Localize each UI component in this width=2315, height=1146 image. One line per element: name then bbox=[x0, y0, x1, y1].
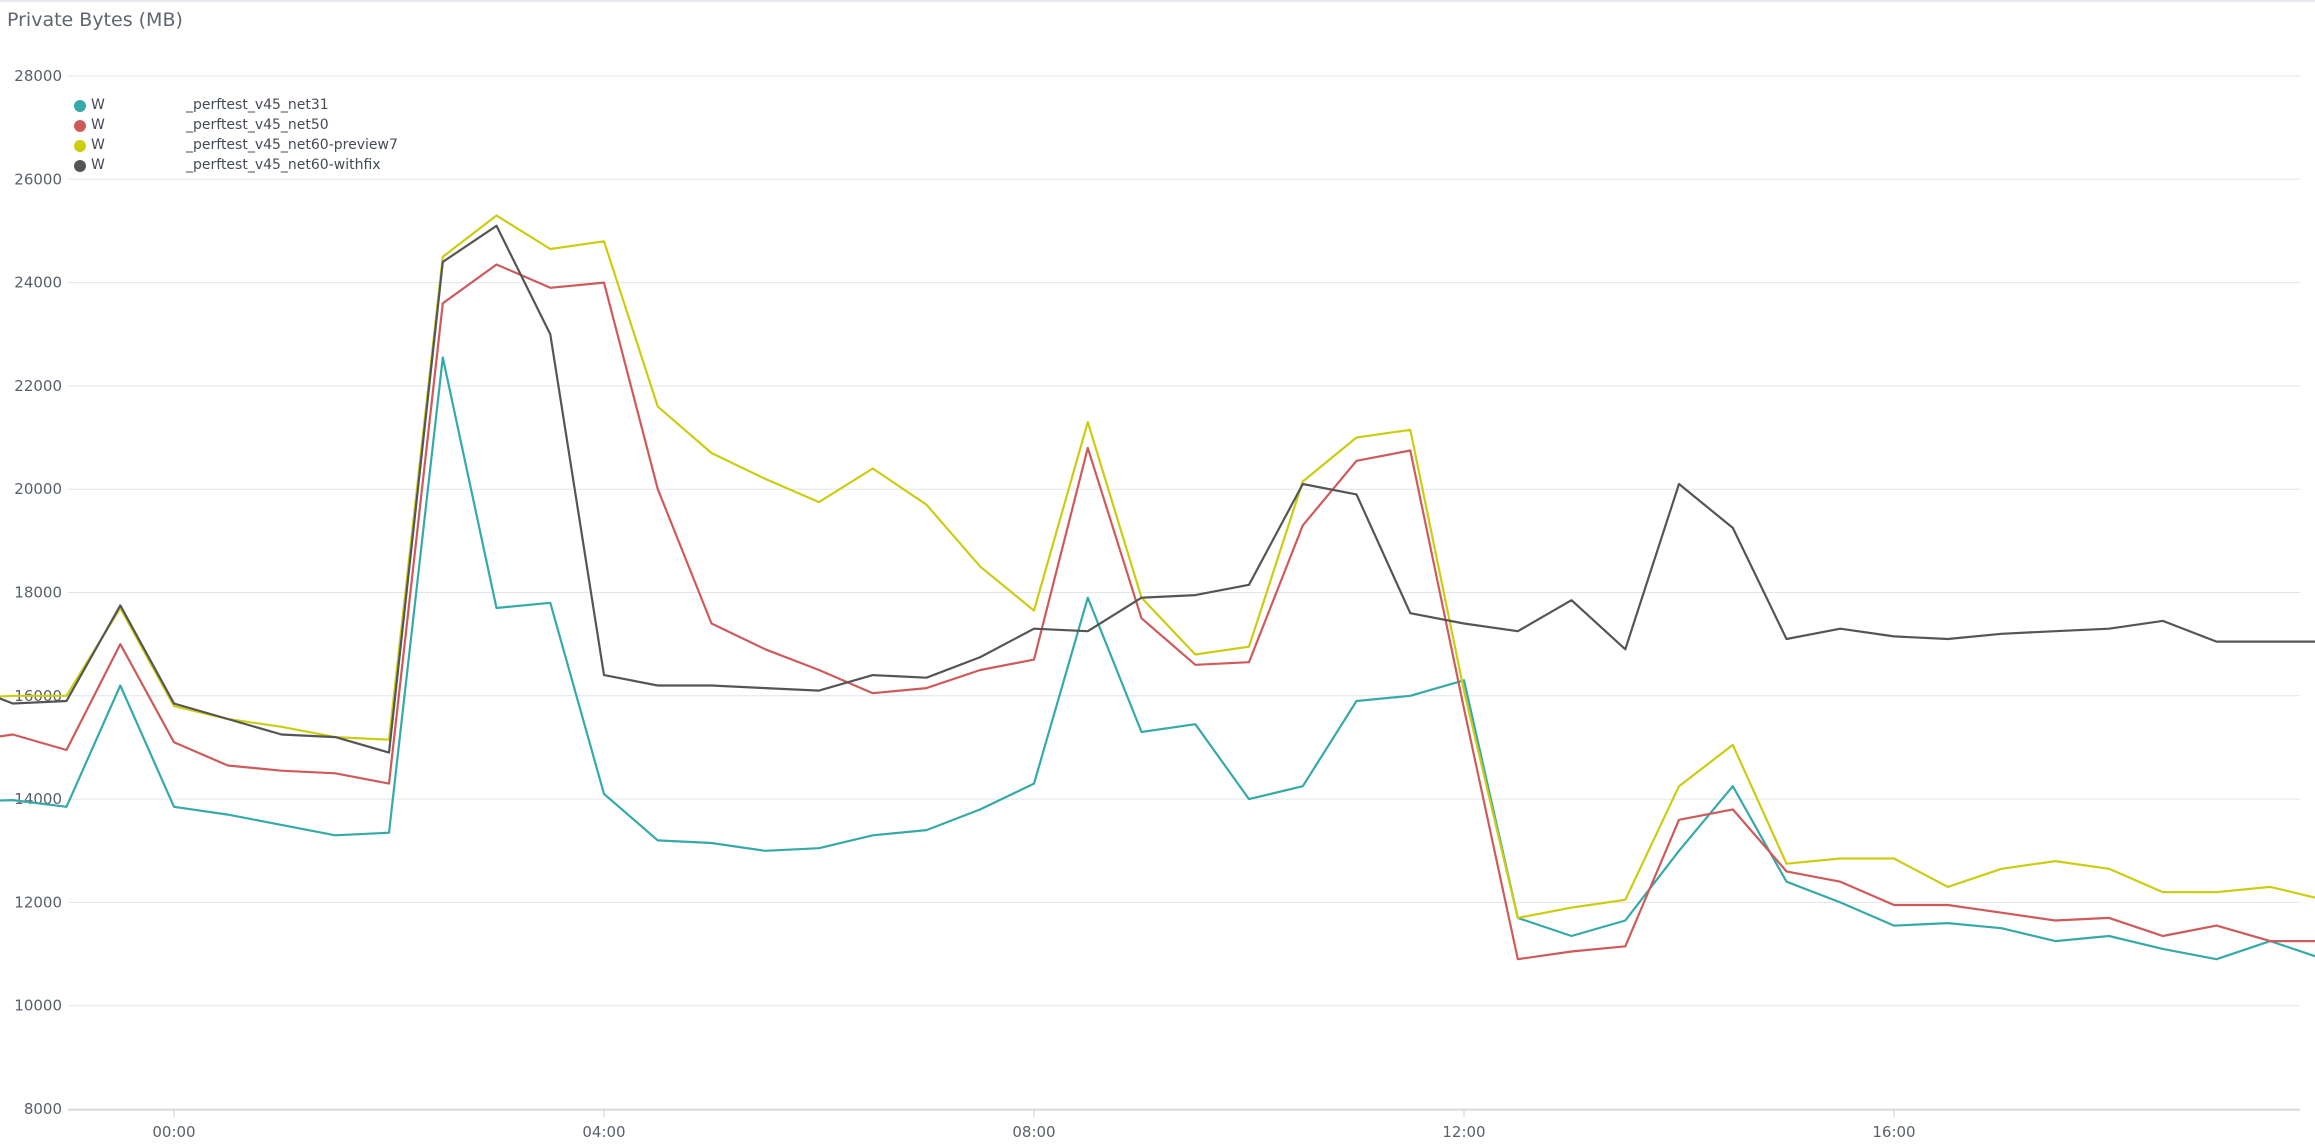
y-tick-label: 28000 bbox=[14, 67, 62, 85]
series-lines bbox=[0, 214, 2315, 961]
y-tick-label: 24000 bbox=[14, 274, 62, 292]
x-tick-label: 04:00 bbox=[582, 1123, 625, 1141]
legend-color-icon bbox=[74, 120, 86, 132]
legend-prefix: W bbox=[91, 97, 105, 113]
series-line-4 bbox=[0, 224, 2315, 754]
x-axis: 00:00 04:00 08:00 12:00 16:00 bbox=[68, 1109, 2300, 1141]
y-tick-label: 26000 bbox=[14, 170, 62, 188]
series-line-3 bbox=[0, 214, 2315, 920]
y-tick-label: 20000 bbox=[14, 480, 62, 498]
legend-color-icon bbox=[74, 160, 86, 172]
gridlines bbox=[68, 75, 2300, 1110]
y-tick-label: 22000 bbox=[14, 377, 62, 395]
legend-label: _perftest_v45_net60-preview7 bbox=[186, 137, 398, 153]
x-tick-label: 00:00 bbox=[152, 1123, 195, 1141]
y-tick-label: 10000 bbox=[14, 997, 62, 1015]
legend-color-icon bbox=[74, 100, 86, 112]
legend-label: _perftest_v45_net60-withfix bbox=[186, 157, 381, 173]
y-axis: 8000100001200014000160001800020000220002… bbox=[14, 67, 62, 1118]
x-tick-label: 08:00 bbox=[1012, 1123, 1055, 1141]
legend-label: _perftest_v45_net50 bbox=[186, 117, 329, 133]
series-line-2 bbox=[0, 263, 2315, 961]
x-tick-label: 12:00 bbox=[1442, 1123, 1485, 1141]
x-tick-label: 16:00 bbox=[1872, 1123, 1915, 1141]
top-border bbox=[0, 0, 2315, 2]
y-tick-label: 18000 bbox=[14, 584, 62, 602]
legend-prefix: W bbox=[91, 137, 105, 153]
series-line-1 bbox=[0, 356, 2315, 961]
legend-prefix: W bbox=[91, 157, 105, 173]
y-tick-label: 8000 bbox=[24, 1100, 62, 1118]
legend-label: _perftest_v45_net31 bbox=[186, 97, 329, 113]
y-tick-label: 14000 bbox=[14, 790, 62, 808]
chart-title: Private Bytes (MB) bbox=[7, 9, 183, 31]
y-tick-label: 12000 bbox=[14, 893, 62, 911]
legend-prefix: W bbox=[91, 117, 105, 133]
legend-color-icon bbox=[74, 140, 86, 152]
